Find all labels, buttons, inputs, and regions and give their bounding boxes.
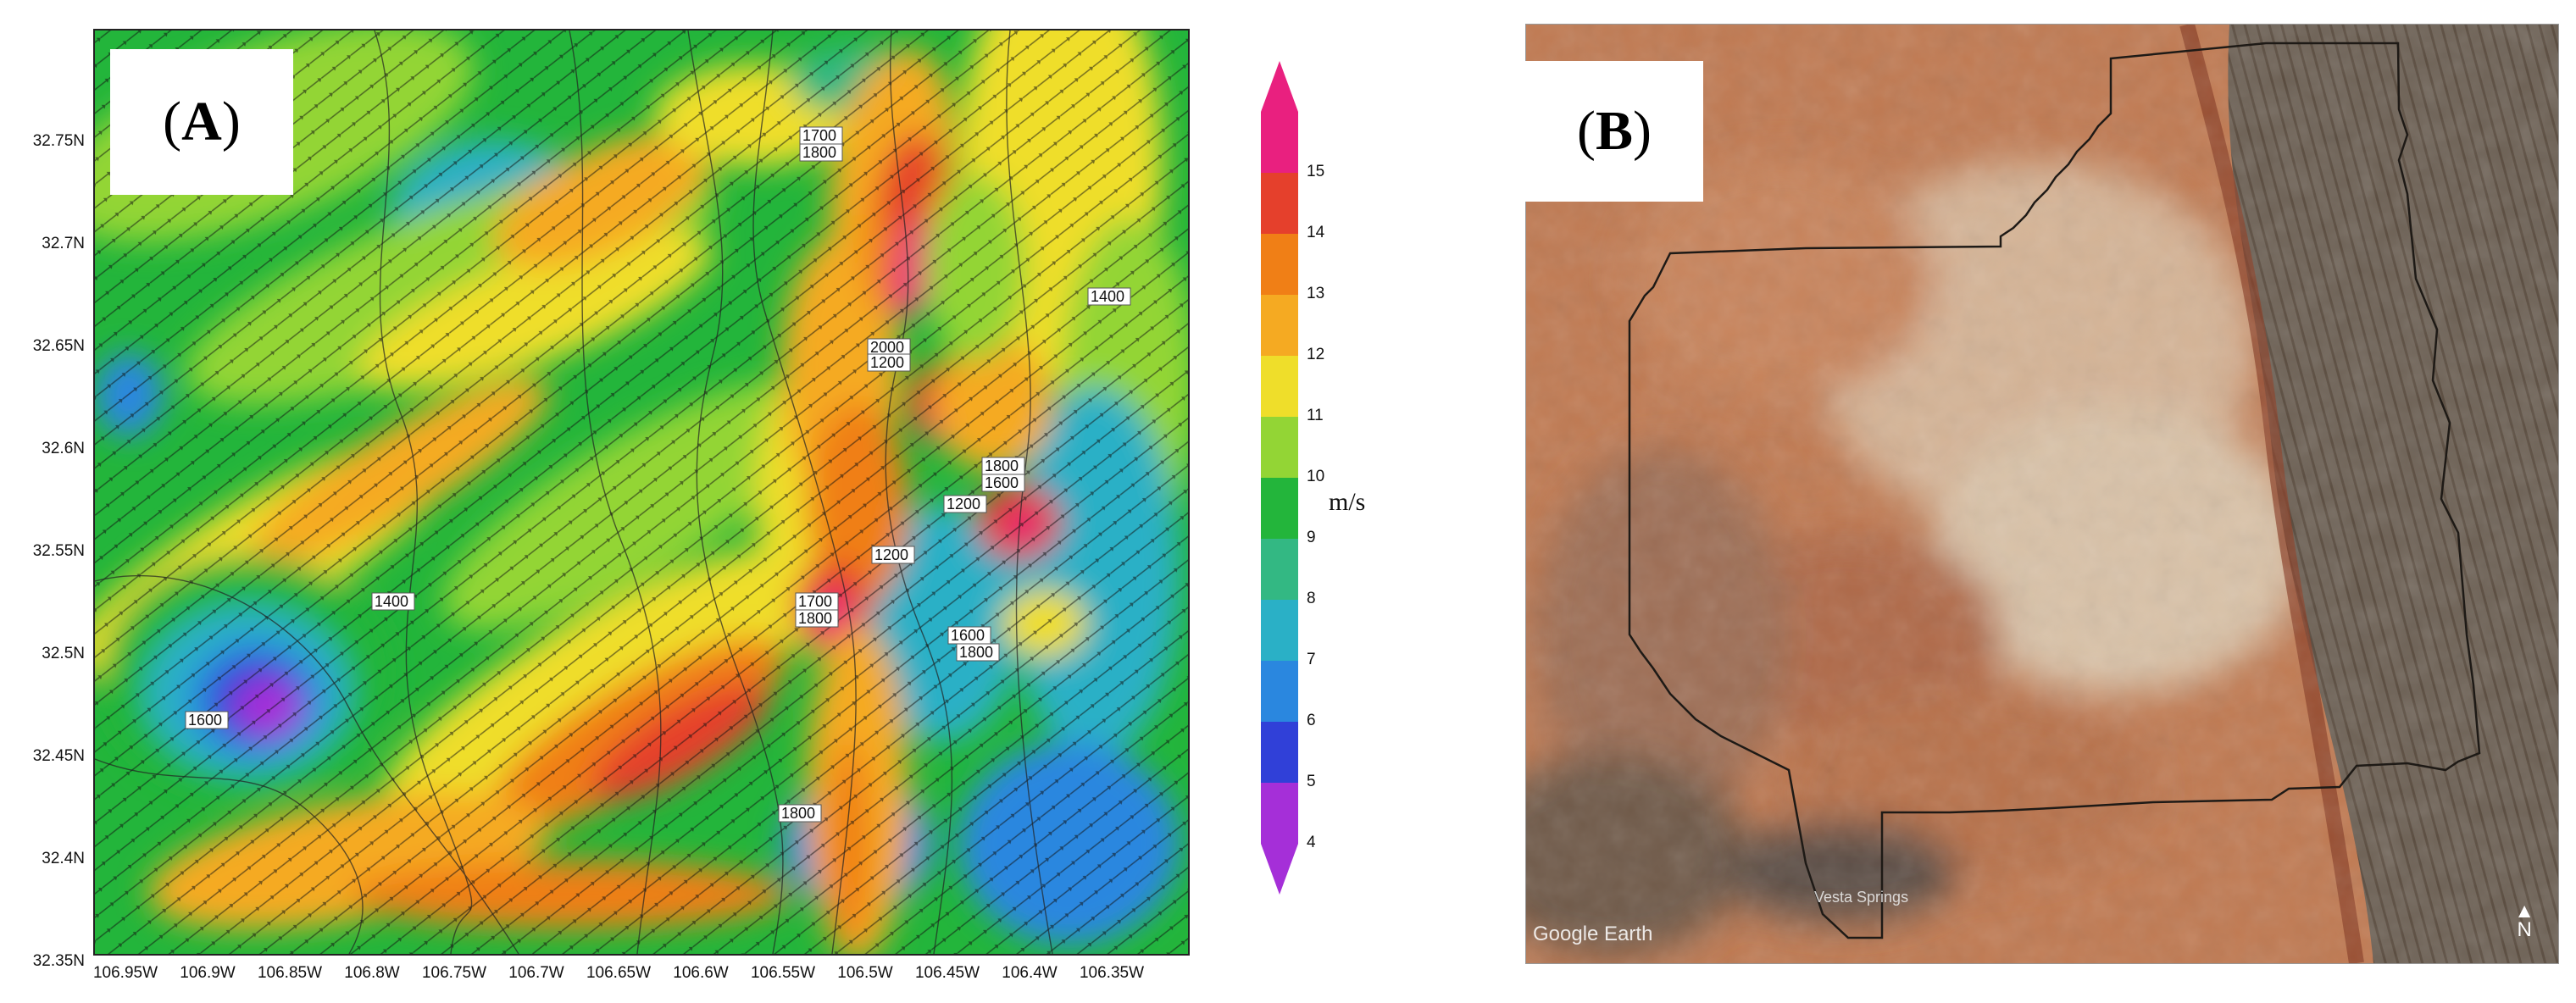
colorbar-segment [1261, 661, 1298, 722]
x-axis-tick-label: 106.65W [586, 964, 652, 982]
contour-height-label: 1800 [985, 457, 1019, 474]
contour-label-box [778, 804, 822, 823]
contour-height-label: 1200 [870, 354, 904, 371]
y-axis-tick-label: 32.75N [32, 132, 85, 150]
contour-height-label: 1800 [798, 610, 832, 627]
colorbar-segment [1261, 600, 1298, 661]
colorbar-segment [1261, 356, 1298, 417]
colorbar-segment [1261, 234, 1298, 295]
x-axis-tick-label: 106.35W [1079, 964, 1145, 982]
x-axis-tick-label: 106.5W [837, 964, 893, 982]
y-axis-tick-label: 32.4N [42, 850, 85, 867]
contour-label-box [943, 495, 987, 513]
satellite-image: Vesta Springs Google Earth ▲ N [1525, 24, 2559, 964]
colorbar-tick-label: 13 [1307, 285, 1325, 302]
x-axis-tick-label: 106.45W [914, 964, 980, 982]
y-axis-tick-label: 32.55N [32, 542, 85, 560]
x-axis-tick-label: 106.55W [750, 964, 816, 982]
colorbar-segment [1261, 295, 1298, 356]
x-axis-tick-label: 106.95W [92, 964, 158, 982]
panel-a-label: (A) [110, 49, 293, 195]
colorbar-segment [1261, 173, 1298, 234]
colorbar-unit-label: m/s [1329, 488, 1366, 516]
colorbar-segment [1261, 478, 1298, 539]
contour-label-box [871, 546, 915, 564]
colorbar-segment [1261, 722, 1298, 783]
colorbar-tick-label: 12 [1307, 346, 1325, 363]
y-axis-tick-label: 32.5N [42, 645, 85, 662]
x-axis-tick-label: 106.7W [508, 964, 564, 982]
colorbar-tick-label: 6 [1307, 712, 1316, 729]
contour-label-box [1087, 287, 1131, 306]
contour-height-label: 1200 [947, 496, 980, 513]
x-axis-tick-label: 106.85W [257, 964, 323, 982]
terrain-height-contours [95, 30, 1053, 954]
satellite-image-panel: Vesta Springs Google Earth ▲ N [1525, 24, 2559, 964]
colorbar-top-arrow [1261, 61, 1298, 112]
y-axis-tick-label: 32.65N [32, 337, 85, 355]
colorbar-tick-label: 15 [1307, 163, 1325, 180]
colorbar-segment [1261, 112, 1298, 173]
colorbar-tick-label: 9 [1307, 529, 1316, 546]
contour-height-label: 2000 [870, 339, 904, 356]
colorbar-tick-label: 8 [1307, 590, 1316, 607]
contour-label-box [185, 711, 229, 729]
contour-label-box [956, 643, 1000, 662]
contour-height-label: 1600 [188, 712, 222, 729]
north-arrow-label: N [2517, 918, 2532, 941]
colorbar-segment [1261, 417, 1298, 478]
colorbar-tick-label: 10 [1307, 468, 1325, 485]
contour-height-label: 1400 [1091, 288, 1124, 305]
study-area-boundary [1628, 42, 2481, 939]
colorbar-tick-label: 5 [1307, 773, 1316, 790]
x-axis-tick-label: 106.8W [344, 964, 400, 982]
colorbar-bottom-arrow [1261, 844, 1298, 895]
x-axis-tick-label: 106.4W [1002, 964, 1058, 982]
y-axis-tick-label: 32.6N [42, 440, 85, 457]
y-axis-tick-label: 32.35N [32, 952, 85, 970]
contour-label-box [371, 592, 415, 611]
colorbar-tick-label: 7 [1307, 651, 1316, 668]
contour-height-label: 1700 [798, 593, 832, 610]
x-axis-tick-label: 106.9W [180, 964, 236, 982]
colorbar-segment [1261, 783, 1298, 844]
contour-height-label: 1700 [802, 127, 836, 144]
place-name-label: Vesta Springs [1814, 889, 1909, 906]
contour-label-box [981, 474, 1025, 492]
colorbar-tick-label: 11 [1307, 407, 1324, 424]
contour-label-box [799, 143, 843, 162]
google-earth-attribution: Google Earth [1533, 923, 1653, 945]
x-axis-tick-label: 106.75W [421, 964, 487, 982]
y-axis-tick-label: 32.7N [42, 235, 85, 252]
contour-height-label: 1600 [951, 627, 985, 644]
contour-height-label: 1200 [874, 546, 908, 563]
panel-b-label: (B) [1525, 61, 1703, 202]
y-axis-tick-label: 32.45N [32, 747, 85, 765]
contour-height-label: 1400 [375, 593, 408, 610]
contour-height-label: 1800 [959, 644, 993, 661]
colorbar-tick-label: 4 [1307, 834, 1316, 851]
colorbar [1261, 61, 1298, 895]
satellite-terrain [1526, 25, 2558, 963]
contour-height-label: 1800 [802, 144, 836, 161]
contour-label-box [795, 609, 839, 628]
colorbar-segment [1261, 539, 1298, 600]
colorbar-tick-label: 14 [1307, 224, 1325, 241]
contour-label-box [867, 353, 911, 372]
contour-height-label: 1800 [781, 805, 815, 822]
x-axis-tick-label: 106.6W [673, 964, 729, 982]
north-arrow: ▲ N [2514, 900, 2534, 941]
contour-height-label: 1600 [985, 474, 1019, 491]
